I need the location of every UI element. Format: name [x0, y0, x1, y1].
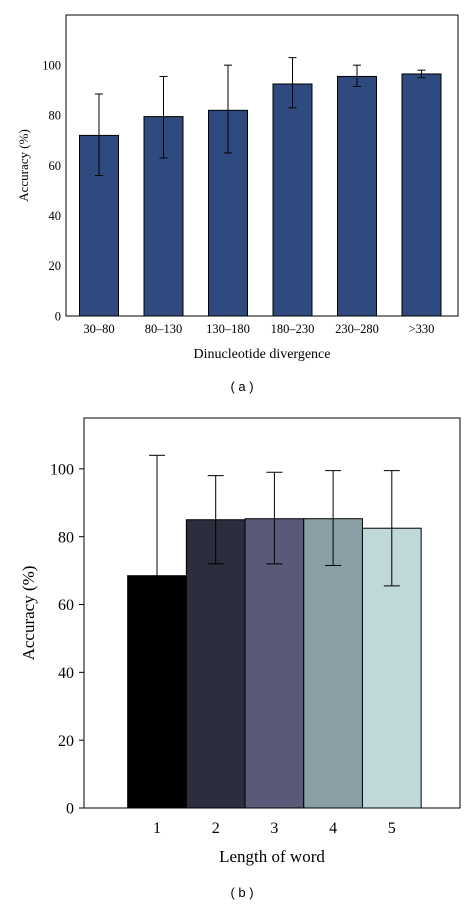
error-bars [95, 57, 426, 177]
x-tick-label: 130–180 [206, 322, 250, 336]
x-tick-label: 180–230 [271, 322, 315, 336]
y-axis-ticks: 0 20 40 60 80 100 [42, 59, 62, 324]
x-tick-label: 4 [329, 820, 337, 837]
x-tick-label: 230–280 [335, 322, 379, 336]
panel-label: ( b ) [230, 885, 253, 900]
x-tick-label: 80–130 [145, 322, 183, 336]
x-tick-label: 2 [212, 820, 220, 837]
x-axis-tick-labels: 30–80 80–130 130–180 180–230 230–280 >330 [83, 322, 434, 336]
x-axis-label: Length of word [219, 847, 325, 866]
y-tick-label: 40 [58, 665, 74, 682]
x-tick-label: 1 [153, 820, 161, 837]
x-axis-label: Dinucleotide divergence [194, 347, 331, 362]
y-tick-label: 60 [58, 597, 74, 614]
bar [337, 75, 377, 317]
bar [303, 518, 363, 809]
y-axis-label: Accuracy (%) [16, 129, 31, 202]
panel-label: ( a ) [230, 379, 253, 394]
y-tick-label: 60 [49, 159, 62, 173]
error-bars [149, 454, 400, 697]
x-axis-tick-labels: 1 2 3 4 5 [153, 820, 396, 837]
x-tick-label: >330 [409, 322, 435, 336]
bar-series [79, 73, 442, 317]
bar-series [127, 518, 422, 809]
y-tick-label: 0 [66, 801, 74, 818]
x-tick-label: 5 [388, 820, 396, 837]
chart-panel-a: 0 20 40 60 80 100 30–80 80–130 130–180 180–230 23… [16, 14, 459, 394]
y-axis-ticks: 0 20 40 60 80 100 [50, 461, 84, 818]
y-tick-label: 20 [58, 733, 74, 750]
bar [185, 519, 246, 809]
y-tick-label: 100 [42, 59, 61, 73]
x-tick-label: 3 [270, 820, 278, 837]
y-tick-label: 20 [49, 259, 62, 273]
y-tick-label: 80 [58, 529, 74, 546]
y-tick-label: 40 [49, 209, 62, 223]
y-axis-label: Accuracy (%) [19, 566, 38, 661]
bar [272, 83, 313, 317]
chart-panel-b: 0 20 40 60 80 100 1 2 3 4 5 Accuracy (%) Length o… [19, 417, 461, 900]
y-tick-label: 0 [55, 309, 61, 323]
bar [401, 73, 442, 317]
y-tick-label: 100 [50, 461, 74, 478]
plot-frame [65, 14, 459, 317]
x-tick-label: 30–80 [83, 322, 114, 336]
y-tick-label: 80 [49, 109, 62, 123]
